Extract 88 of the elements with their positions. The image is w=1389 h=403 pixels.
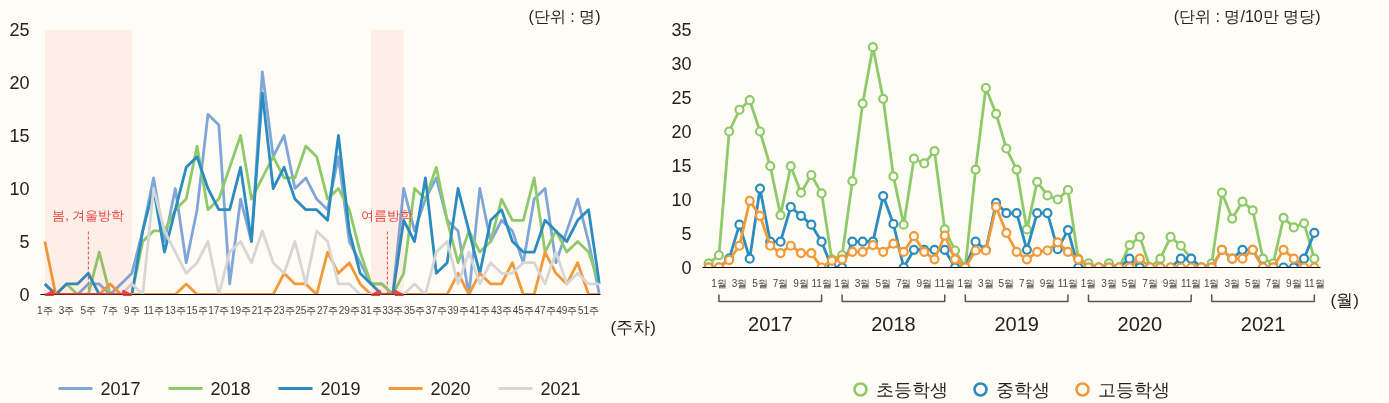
x-tick-label: 5월 — [875, 277, 891, 289]
x-tick-label: 9월 — [793, 277, 809, 289]
x-tick-label: 41주 — [469, 304, 491, 316]
x-tick-label: 3월 — [1101, 277, 1117, 289]
x-tick-label: 3월 — [731, 277, 748, 289]
chart-subtitle: (단위 : 명) — [528, 7, 601, 25]
y-tick-label: 15 — [9, 126, 30, 146]
x-tick-label: 3월 — [978, 277, 994, 289]
y-tick-label: 10 — [9, 179, 30, 199]
x-tick-label: 11월 — [811, 277, 832, 289]
text: 2017 — [748, 312, 793, 335]
x-tick-label: 9월 — [1286, 277, 1302, 289]
x-tick-label: 37주 — [425, 304, 447, 316]
y-tick-label: 20 — [671, 122, 692, 142]
x-tick-label: 1월 — [957, 277, 974, 289]
x-tick-label: 9월 — [1039, 277, 1056, 289]
x-tick-label: 23주 — [273, 304, 295, 316]
legend-label: 2018 — [210, 379, 251, 399]
x-tick-label: 51주 — [577, 304, 600, 316]
x-tick-label: 7월 — [1019, 277, 1035, 289]
x-tick-label: 43주 — [490, 304, 513, 316]
x-tick-label: 11월 — [934, 277, 955, 289]
text: 2018 — [871, 312, 916, 335]
x-tick-label: 3월 — [854, 277, 871, 289]
x-tick-label: 1월 — [1080, 277, 1097, 289]
y-tick-label: 10 — [671, 190, 692, 210]
x-tick-label: 35주 — [404, 304, 426, 316]
x-tick-label: 7월 — [1142, 277, 1158, 289]
x-tick-label: 5주 — [80, 304, 97, 316]
x-axis-title: (월) — [1330, 291, 1359, 310]
legend-label: 2017 — [100, 379, 141, 399]
x-tick-label: 11월 — [1180, 277, 1202, 289]
x-tick-label: 45주 — [512, 304, 534, 316]
y-tick-label: 0 — [681, 258, 692, 278]
x-tick-label: 7월 — [772, 277, 789, 289]
legend-label: 2019 — [320, 379, 361, 399]
text: 2020 — [1117, 312, 1163, 335]
x-tick-label: 7주 — [102, 304, 118, 316]
y-tick-label: 15 — [671, 156, 692, 176]
y-tick-label: 0 — [19, 285, 30, 305]
x-tick-label: 5월 — [752, 277, 768, 289]
y-tick-label: 25 — [671, 88, 692, 108]
legend-label: 중학생 — [995, 379, 1050, 400]
y-tick-label: 5 — [681, 224, 692, 244]
x-tick-label: 27주 — [317, 304, 339, 316]
text: 2021 — [1240, 312, 1286, 335]
x-tick-label: 31주 — [360, 304, 382, 316]
legend-label: 2021 — [540, 379, 581, 399]
x-tick-label: 15주 — [186, 304, 208, 316]
legend-label: 2020 — [430, 379, 471, 399]
x-tick-label: 5월 — [1121, 277, 1138, 289]
x-tick-label: 3주 — [58, 304, 75, 316]
x-tick-label: 39주 — [447, 304, 469, 316]
x-tick-label: 7월 — [895, 277, 912, 289]
y-tick-label: 5 — [19, 232, 30, 252]
y-tick-label: 25 — [9, 20, 30, 40]
x-tick-label: 11주 — [143, 304, 164, 316]
chart-subtitle: (단위 : 명/10만 명당) — [1173, 7, 1321, 25]
x-tick-label: 9월 — [916, 277, 933, 289]
x-tick-label: 1주 — [37, 304, 53, 316]
x-tick-label: 11월 — [1304, 277, 1325, 289]
x-tick-label: 49주 — [556, 304, 578, 316]
x-tick-label: 11월 — [1057, 277, 1079, 289]
x-tick-label: 5월 — [1244, 277, 1261, 289]
y-tick-label: 35 — [671, 20, 692, 40]
y-tick-label: 30 — [671, 54, 692, 74]
x-tick-label: 29주 — [338, 304, 360, 316]
legend-label: 고등학생 — [1097, 379, 1170, 400]
text: 2019 — [994, 312, 1039, 335]
x-tick-label: 1월 — [834, 277, 850, 289]
legend-label: 초등학생 — [875, 379, 948, 400]
x-tick-label: 9주 — [124, 304, 140, 316]
x-tick-label: 3월 — [1224, 277, 1240, 289]
band-label: 봄, 겨울방학 — [52, 207, 125, 223]
x-tick-label: 47주 — [534, 304, 556, 316]
x-tick-label: 9월 — [1162, 277, 1179, 289]
x-tick-label: 7월 — [1265, 277, 1282, 289]
y-tick-label: 20 — [9, 73, 30, 93]
x-tick-label: 1월 — [711, 277, 727, 289]
x-tick-label: 25주 — [295, 304, 317, 316]
x-tick-label: 21주 — [251, 304, 273, 316]
x-tick-label: 1월 — [1203, 277, 1220, 289]
x-tick-label: 19주 — [230, 304, 252, 316]
x-tick-label: 17주 — [208, 304, 230, 316]
x-axis-title: (주차) — [610, 318, 656, 337]
x-tick-label: 5월 — [998, 277, 1015, 289]
x-tick-label: 33주 — [382, 304, 404, 316]
x-tick-label: 13주 — [164, 304, 186, 316]
